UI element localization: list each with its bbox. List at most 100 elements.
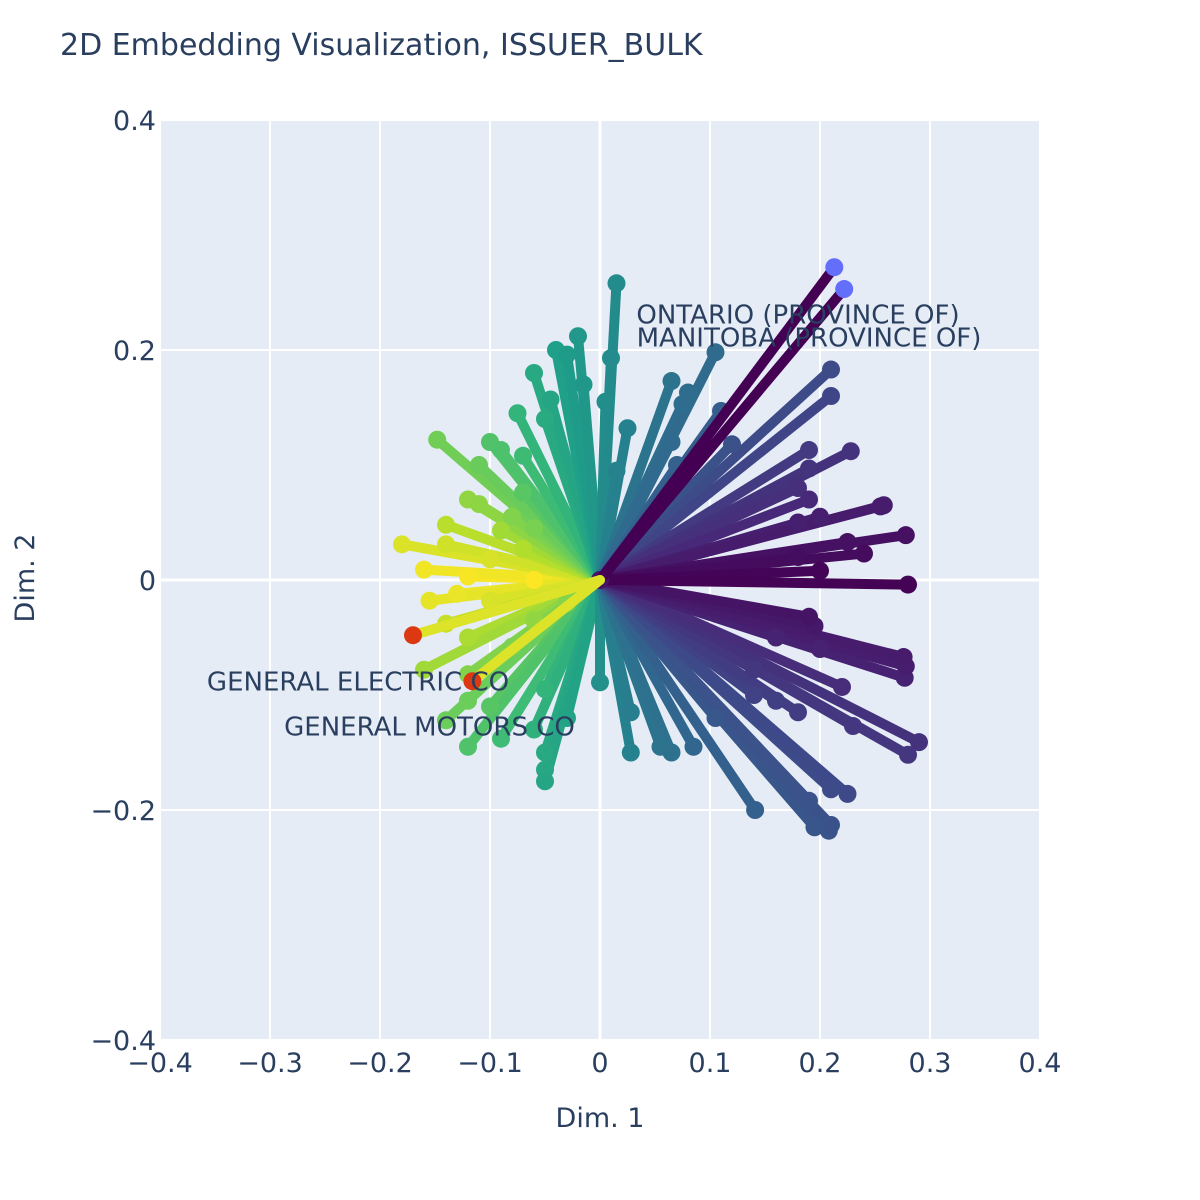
data-point-79[interactable] [459, 691, 477, 710]
data-point-88[interactable] [525, 720, 543, 739]
data-point-101[interactable] [838, 784, 857, 803]
data-point-56[interactable] [525, 571, 543, 589]
data-point-66[interactable] [459, 628, 477, 647]
data-point-92[interactable] [459, 737, 477, 756]
data-point-3[interactable] [558, 345, 576, 364]
data-point-65[interactable] [767, 628, 785, 647]
data-point-102[interactable] [800, 791, 818, 810]
data-point-103[interactable] [746, 801, 765, 819]
data-point-59[interactable] [481, 591, 499, 610]
data-point-49[interactable] [855, 544, 873, 563]
data-point-89[interactable] [492, 729, 510, 748]
data-point-53[interactable] [459, 567, 477, 586]
data-point-13[interactable] [508, 404, 527, 423]
data-point-99[interactable] [536, 772, 554, 791]
data-point-31[interactable] [789, 479, 807, 497]
data-point-14[interactable] [596, 392, 615, 411]
data-point-87[interactable] [844, 717, 862, 736]
data-point-50[interactable] [789, 548, 807, 566]
annotation-label-0: ONTARIO (PROVINCE OF) [636, 301, 959, 331]
data-point-23[interactable] [492, 441, 510, 460]
data-point-36[interactable] [871, 497, 890, 516]
data-point-46[interactable] [393, 535, 411, 554]
data-point-39[interactable] [503, 507, 521, 526]
data-point-0[interactable] [607, 274, 626, 293]
data-point-72[interactable] [415, 660, 433, 679]
data-point-20[interactable] [428, 430, 447, 449]
data-point-1[interactable] [569, 327, 587, 346]
x-axis-ticks: −0.4 −0.3 −0.2 −0.1 0 0.1 0.2 0.3 0.4 [127, 1048, 1061, 1079]
data-point-8[interactable] [574, 375, 593, 394]
series-line-61 [595, 575, 814, 622]
data-point-105[interactable] [822, 815, 840, 834]
data-point-24[interactable] [841, 442, 860, 461]
data-point-22[interactable] [723, 435, 741, 454]
data-point-25[interactable] [800, 441, 818, 460]
data-point-12[interactable] [541, 390, 560, 409]
data-point-9[interactable] [822, 360, 840, 379]
data-point-38[interactable] [811, 507, 829, 526]
data-point-44[interactable] [492, 521, 510, 540]
highlight-point-3[interactable] [463, 672, 482, 691]
data-point-77[interactable] [536, 680, 554, 699]
data-point-5[interactable] [706, 343, 725, 362]
highlight-line-3 [467, 575, 605, 687]
data-point-26[interactable] [514, 446, 532, 465]
highlight-point-2[interactable] [404, 626, 422, 645]
data-point-45[interactable] [838, 533, 857, 552]
highlight-point-0[interactable] [825, 258, 844, 277]
data-point-81[interactable] [789, 703, 807, 722]
data-point-78[interactable] [745, 686, 763, 704]
data-point-27[interactable] [607, 461, 626, 480]
data-point-76[interactable] [591, 673, 609, 692]
data-point-61[interactable] [800, 607, 818, 626]
data-point-86[interactable] [437, 711, 455, 730]
data-point-18[interactable] [618, 419, 637, 438]
data-point-4[interactable] [602, 349, 620, 368]
data-point-7[interactable] [525, 364, 543, 382]
data-point-30[interactable] [470, 456, 488, 474]
data-point-94[interactable] [899, 745, 917, 764]
data-point-48[interactable] [514, 539, 532, 558]
data-point-96[interactable] [662, 743, 681, 762]
data-point-90[interactable] [910, 733, 928, 752]
data-point-54[interactable] [811, 561, 829, 580]
data-point-43[interactable] [896, 526, 915, 545]
series-line-10 [595, 391, 836, 585]
data-point-58[interactable] [420, 591, 439, 610]
data-point-84[interactable] [706, 709, 725, 727]
data-point-32[interactable] [514, 483, 532, 502]
data-point-55[interactable] [899, 575, 917, 594]
data-point-100[interactable] [822, 780, 840, 799]
data-point-85[interactable] [558, 709, 576, 727]
data-point-40[interactable] [789, 513, 807, 532]
data-point-6[interactable] [662, 372, 681, 391]
data-point-57[interactable] [448, 584, 466, 603]
data-point-17[interactable] [536, 410, 554, 428]
data-point-97[interactable] [536, 743, 554, 762]
annotation-label-2: GENERAL ELECTRIC CO [207, 667, 509, 697]
data-point-104[interactable] [805, 818, 824, 837]
data-point-80[interactable] [767, 691, 785, 710]
data-point-52[interactable] [415, 560, 433, 579]
data-point-37[interactable] [470, 495, 488, 514]
data-point-83[interactable] [621, 703, 640, 722]
data-point-10[interactable] [822, 387, 840, 405]
data-point-33[interactable] [800, 490, 818, 509]
data-point-69[interactable] [894, 648, 913, 667]
data-point-91[interactable] [684, 737, 703, 756]
annotation-label-3: GENERAL MOTORS CO [284, 712, 575, 742]
data-point-75[interactable] [833, 677, 851, 696]
data-point-42[interactable] [525, 519, 543, 538]
data-point-51[interactable] [481, 550, 499, 569]
data-point-21[interactable] [662, 433, 681, 451]
data-point-29[interactable] [800, 459, 818, 478]
data-point-82[interactable] [481, 697, 499, 716]
data-point-11[interactable] [679, 383, 697, 402]
data-point-41[interactable] [437, 515, 455, 534]
data-point-73[interactable] [745, 660, 763, 679]
data-point-95[interactable] [621, 743, 640, 762]
highlight-point-1[interactable] [835, 280, 854, 299]
data-point-67[interactable] [811, 640, 829, 658]
data-point-47[interactable] [437, 535, 455, 554]
